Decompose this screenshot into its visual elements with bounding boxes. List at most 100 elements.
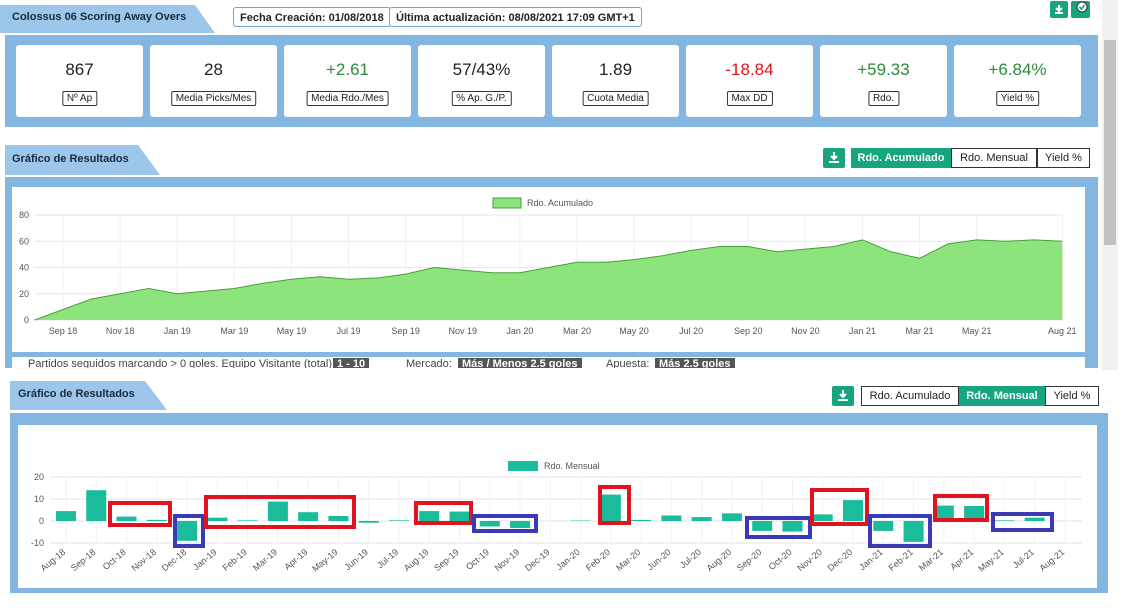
- x-tick-label: Feb-20: [584, 547, 612, 573]
- x-tick-label: Mar 20: [563, 326, 591, 336]
- x-tick-label: Aug-20: [705, 547, 734, 573]
- bar: [691, 517, 712, 521]
- stat-card: 867 Nº Ap: [16, 45, 143, 117]
- panel-tab: Gráfico de Resultados: [5, 145, 160, 175]
- x-tick-label: Jul-20: [678, 547, 703, 570]
- download-button[interactable]: [832, 386, 854, 406]
- x-tick-label: Sep-20: [735, 547, 764, 573]
- x-tick-label: Mar 19: [220, 326, 248, 336]
- stat-label: Media Rdo./Mes: [306, 91, 389, 106]
- panel-title: Gráfico de Resultados: [18, 388, 135, 400]
- bar: [86, 490, 107, 521]
- bar: [237, 520, 258, 521]
- x-tick-label: Jan-20: [554, 547, 582, 572]
- x-tick-label: Sep-18: [69, 547, 98, 573]
- scrollbar-thumb[interactable]: [1104, 40, 1116, 245]
- x-tick-label: Aug 21: [1048, 326, 1077, 336]
- tab-button[interactable]: Rdo. Acumulado: [851, 148, 951, 168]
- stat-value: -18.84: [725, 60, 774, 79]
- bar: [964, 506, 985, 521]
- bar: [207, 517, 228, 521]
- bar: [419, 511, 440, 521]
- x-tick-label: Mar-19: [251, 547, 279, 573]
- bar: [661, 515, 682, 521]
- annotations: [108, 485, 1054, 548]
- bar: [873, 521, 894, 531]
- x-tick-label: Apr-21: [948, 547, 975, 572]
- tab-button[interactable]: Yield %: [1037, 148, 1090, 168]
- x-tick-label: Jul 20: [679, 326, 703, 336]
- x-tick-label: Oct-19: [464, 547, 491, 572]
- bar: [479, 521, 500, 527]
- check-button[interactable]: [1071, 1, 1090, 18]
- y-tick-label: 40: [19, 263, 29, 273]
- bar: [177, 521, 198, 541]
- x-tick-label: Nov-20: [795, 547, 824, 573]
- x-tick-label: Feb-21: [887, 547, 915, 573]
- bar: [510, 521, 531, 529]
- highlight-box: [598, 485, 631, 525]
- legend-label: Rdo. Acumulado: [527, 198, 593, 208]
- y-tick-label: 0: [39, 516, 44, 526]
- y-tick-label: -10: [31, 538, 44, 548]
- updated-badge: Última actualización: 08/08/2021 17:09 G…: [389, 7, 642, 27]
- download-button[interactable]: [1050, 1, 1068, 18]
- tab-shape: [5, 145, 160, 175]
- filter-strip: Partidos seguidos marcando > 0 goles. Eq…: [12, 357, 1085, 368]
- tab-button[interactable]: Rdo. Mensual: [959, 386, 1045, 406]
- highlight-box: [414, 501, 473, 525]
- stat-card: 1.89 Cuota Media: [552, 45, 679, 117]
- bar: [600, 494, 621, 521]
- legend-swatch: [492, 197, 522, 209]
- filter-label: Apuesta:: [606, 358, 650, 368]
- bar: [843, 500, 864, 521]
- bar: [388, 520, 409, 521]
- stat-card: +59.33 Rdo.: [820, 45, 947, 117]
- title-tab: Colossus 06 Scoring Away Overs: [0, 5, 215, 33]
- stat-value: +59.33: [857, 60, 910, 79]
- x-tick-label: Jan 19: [164, 326, 191, 336]
- x-tick-label: Mar-20: [614, 547, 642, 573]
- highlight-box: [745, 516, 812, 539]
- bar: [994, 520, 1015, 521]
- stat-label: Yield %: [995, 91, 1040, 106]
- y-tick-label: 0: [24, 315, 29, 325]
- y-tick-label: 20: [34, 472, 44, 482]
- stat-card: -18.84 Max DD: [686, 45, 813, 117]
- bar: [1024, 517, 1045, 521]
- x-tick-label: Jun-19: [342, 547, 370, 572]
- x-tick-label: May-21: [976, 547, 1005, 574]
- y-tick-label: 10: [34, 494, 44, 504]
- stat-label: Media Picks/Mes: [170, 91, 257, 106]
- download-button[interactable]: [823, 148, 845, 168]
- x-tick-label: Aug-18: [39, 547, 68, 573]
- x-tick-label: Nov-19: [493, 547, 522, 573]
- x-tick-label: Oct-18: [101, 547, 128, 572]
- bar: [146, 519, 167, 521]
- y-tick-label: 20: [19, 289, 29, 299]
- x-tick-label: Feb-19: [221, 547, 249, 573]
- x-tick-label: Sep 20: [734, 326, 763, 336]
- stat-card: 28 Media Picks/Mes: [150, 45, 277, 117]
- filter-badge: 1 - 10: [333, 358, 370, 368]
- download-icon: [838, 390, 848, 401]
- highlight-box: [204, 495, 356, 529]
- y-tick-label: 60: [19, 236, 29, 246]
- tab-button[interactable]: Rdo. Mensual: [951, 148, 1037, 168]
- chart-area: [18, 425, 1097, 588]
- x-tick-label: Jan-19: [191, 547, 219, 572]
- download-icon: [1055, 5, 1063, 14]
- tab-button[interactable]: Yield %: [1045, 386, 1099, 406]
- bar: [903, 521, 924, 542]
- legend-label: Rdo. Mensual: [544, 461, 600, 471]
- x-tick-label: Nov-18: [129, 547, 158, 573]
- x-tick-label: Nov 18: [106, 326, 135, 336]
- bar: [56, 511, 76, 521]
- x-tick-label: Jul 19: [337, 326, 361, 336]
- tab-shape: [0, 5, 215, 33]
- bar: [631, 519, 652, 521]
- tab-button[interactable]: Rdo. Acumulado: [861, 386, 959, 406]
- highlight-box: [810, 488, 869, 526]
- page-title: Colossus 06 Scoring Away Overs: [12, 11, 186, 23]
